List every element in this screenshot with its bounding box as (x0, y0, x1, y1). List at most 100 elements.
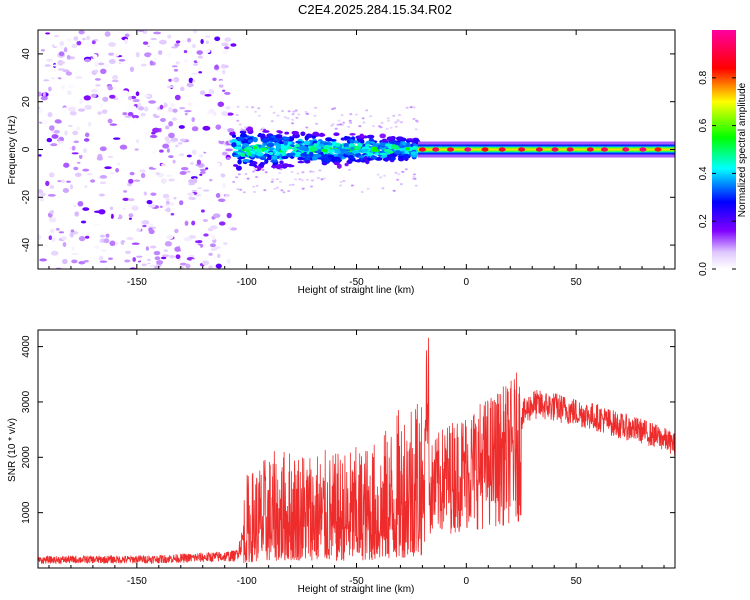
heatmap-cell (308, 151, 314, 157)
heatmap-cell (53, 129, 60, 134)
heatmap-cell (196, 50, 203, 55)
heatmap-cell (160, 178, 167, 184)
heatmap-cell (129, 48, 136, 52)
heatmap-cell (107, 118, 113, 124)
heatmap-cell (153, 154, 161, 158)
heatmap-cell (278, 141, 285, 145)
heatmap-cell (225, 87, 233, 91)
heatmap-cell (107, 47, 114, 52)
heatmap-cell (84, 235, 90, 239)
heatmap-cell (219, 138, 224, 142)
heatmap-cell (315, 153, 322, 158)
heatmap-cell (238, 123, 242, 126)
heatmap-cell (61, 236, 67, 241)
heatmap-cell (116, 141, 121, 147)
heatmap-cell (309, 170, 313, 173)
heatmap-cell (67, 90, 72, 96)
heatmap-cell (344, 162, 349, 167)
heatmap-cell (74, 172, 82, 177)
heatmap-cell (297, 156, 304, 161)
heatmap-cell (327, 142, 333, 146)
heatmap-cell (62, 213, 71, 219)
heatmap-cell (62, 107, 68, 111)
heatmap-cell (68, 83, 74, 89)
heatmap-cell (160, 118, 166, 122)
heatmap-cell (166, 189, 175, 193)
snr-ytick-label: 3000 (21, 390, 32, 413)
heatmap-cell (201, 260, 210, 266)
heatmap-cell (79, 177, 83, 183)
heatmap-cell (186, 154, 192, 158)
heatmap-cell (284, 131, 290, 135)
heatmap-cell (61, 117, 65, 121)
heatmap-cell (157, 188, 162, 193)
heatmap-cell (163, 62, 170, 67)
heatmap-cell (216, 41, 224, 45)
heatmap-cell (192, 63, 199, 66)
heatmap-cell (210, 52, 215, 56)
heatmap-cell (61, 249, 66, 253)
heatmap-cell (90, 179, 96, 183)
heatmap-cell (349, 113, 353, 116)
heatmap-cell (413, 177, 417, 180)
heatmap-cell (305, 126, 309, 129)
heatmap-cell (414, 128, 418, 131)
snr-panel: -150 -100 -50 0 50 1000 2000 3000 4000 Height of… (7, 329, 676, 595)
heatmap-cell (124, 33, 130, 38)
heatmap-cell (343, 142, 350, 148)
heatmap-cell (255, 176, 258, 178)
heatmap-cell (230, 43, 237, 47)
heatmap-cell (164, 208, 170, 212)
heatmap-cell (49, 149, 56, 154)
heatmap-cell (412, 176, 416, 178)
heatmap-cell (192, 80, 196, 83)
heatmap-cell (50, 168, 56, 173)
heatmap-cell (131, 242, 140, 245)
heatmap-cell (46, 265, 53, 269)
heatmap-cell (222, 69, 226, 75)
heatmap-cell (304, 160, 311, 164)
heatmap-cell (174, 43, 180, 47)
heatmap-cell (158, 50, 163, 56)
heatmap-cell (137, 102, 142, 108)
heatmap-cell (156, 260, 164, 265)
heatmap-cell (169, 254, 175, 259)
heatmap-cell (205, 40, 209, 44)
heatmap-cell (64, 130, 68, 136)
heatmap-cell (118, 59, 126, 62)
heatmap-cell (392, 189, 396, 192)
heatmap-cell (138, 106, 145, 111)
heatmap-cell (102, 96, 109, 102)
heatmap-cell (343, 135, 348, 141)
heatmap-cell (57, 180, 62, 183)
heatmap-cell (330, 157, 336, 163)
heatmap-cell (175, 61, 180, 65)
heatmap-cell (394, 142, 400, 146)
heatmap-cell (131, 115, 140, 119)
heatmap-cell (136, 139, 140, 144)
carrier-peak (535, 147, 543, 152)
heatmap-cell (97, 111, 102, 115)
heatmap-cell (150, 192, 157, 196)
heatmap-cell (231, 138, 238, 143)
heatmap-cell (318, 169, 322, 172)
heatmap-cell (166, 234, 174, 240)
heatmap-cell (73, 36, 79, 41)
heatmap-cell (348, 119, 352, 122)
spectrogram-ytick-label: 40 (21, 48, 32, 60)
heatmap-cell (224, 120, 232, 124)
heatmap-cell (226, 157, 231, 160)
heatmap-cell (159, 205, 163, 208)
heatmap-cell (139, 169, 146, 173)
heatmap-cell (394, 150, 402, 155)
spectrogram-xtick-label: -100 (237, 277, 257, 288)
heatmap-cell (215, 124, 222, 130)
heatmap-cell (175, 144, 179, 148)
heatmap-cell (199, 154, 204, 158)
heatmap-cell (198, 71, 203, 74)
heatmap-cell (122, 112, 128, 116)
heatmap-cell (184, 59, 188, 63)
heatmap-cell (311, 135, 316, 139)
heatmap-cell (398, 145, 406, 149)
heatmap-cell (259, 162, 264, 168)
